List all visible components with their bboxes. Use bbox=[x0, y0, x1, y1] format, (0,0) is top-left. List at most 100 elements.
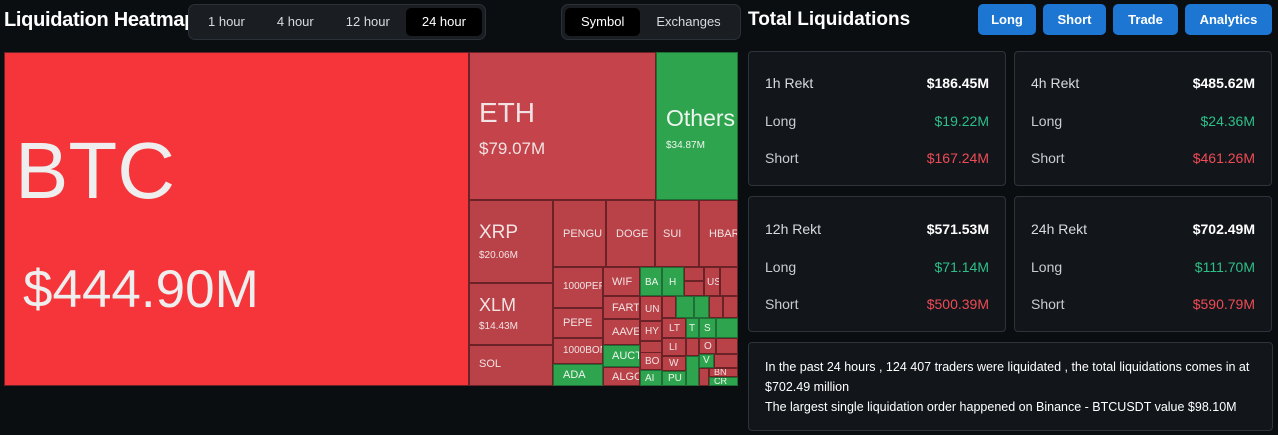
group-option-exchanges[interactable]: Exchanges bbox=[656, 14, 721, 29]
tile-wif[interactable]: WIF bbox=[603, 267, 640, 296]
tile-btc[interactable]: BTC $444.90M bbox=[4, 52, 469, 386]
trade-button[interactable]: Trade bbox=[1113, 4, 1178, 35]
tile-pengu[interactable]: PENGU bbox=[553, 200, 606, 267]
card-short-label: Short bbox=[1031, 296, 1065, 312]
tile-small-9[interactable] bbox=[723, 296, 738, 318]
tile-cr[interactable]: CR bbox=[709, 377, 738, 386]
tile-small-1[interactable] bbox=[684, 267, 704, 281]
tile-value: $79.07M bbox=[479, 139, 546, 158]
tile-t[interactable]: T bbox=[686, 318, 699, 338]
tile-symbol: XLM bbox=[479, 295, 517, 315]
tile-doge[interactable]: DOGE bbox=[606, 200, 655, 267]
tile-bn[interactable]: BN bbox=[709, 368, 738, 377]
tile-xlm[interactable]: XLM $14.43M bbox=[469, 283, 553, 345]
tile-small-12[interactable] bbox=[716, 338, 738, 354]
tile-small-15[interactable] bbox=[699, 368, 709, 386]
short-button[interactable]: Short bbox=[1043, 4, 1106, 35]
card-total-value: $571.53M bbox=[926, 221, 989, 237]
tile-symbol: ETH bbox=[479, 97, 535, 128]
tile-small-6[interactable] bbox=[676, 296, 694, 318]
tile-ba[interactable]: BA bbox=[640, 267, 662, 296]
tile-symbol: CR bbox=[714, 377, 727, 386]
tile-value: $14.43M bbox=[479, 321, 518, 332]
time-option-24h[interactable]: 24 hour bbox=[405, 8, 482, 36]
time-option-1h[interactable]: 1 hour bbox=[208, 14, 245, 29]
tile-small-8[interactable] bbox=[709, 296, 723, 318]
tile-v[interactable]: V bbox=[699, 354, 714, 368]
tile-symbol: LT bbox=[669, 323, 680, 334]
tile-xrp[interactable]: XRP $20.06M bbox=[469, 200, 553, 283]
card-short-value: $167.24M bbox=[926, 150, 989, 166]
total-liquidations-title: Total Liquidations bbox=[748, 9, 911, 30]
card-total-value: $485.62M bbox=[1192, 75, 1255, 91]
tile-w[interactable]: W bbox=[662, 356, 686, 371]
tile-eth[interactable]: ETH $79.07M bbox=[469, 52, 656, 200]
tile-auct[interactable]: AUCT bbox=[603, 345, 640, 367]
tile-others[interactable]: Others $34.87M bbox=[656, 52, 738, 200]
card-long-value: $71.14M bbox=[934, 259, 989, 275]
tile-symbol: PU bbox=[668, 373, 682, 384]
card-long-label: Long bbox=[1031, 259, 1063, 275]
tile-fart[interactable]: FART bbox=[603, 296, 640, 319]
tile-hy[interactable]: HY bbox=[640, 321, 662, 341]
tile-symbol: S bbox=[704, 323, 711, 334]
grouping-selector: Symbol Exchanges bbox=[561, 4, 741, 40]
liquidation-summary: In the past 24 hours , 124 407 traders w… bbox=[748, 342, 1273, 431]
tile-s[interactable]: S bbox=[699, 318, 716, 338]
tile-pepe[interactable]: PEPE bbox=[553, 308, 603, 338]
liquidation-heatmap: BTC $444.90M ETH $79.07M Others $34.87M … bbox=[4, 52, 738, 386]
tile-bo[interactable]: BO bbox=[640, 352, 662, 370]
card-long-label: Long bbox=[765, 259, 797, 275]
tile-small-13[interactable] bbox=[686, 356, 699, 386]
tile-symbol: AAVE bbox=[612, 326, 640, 338]
time-option-12h[interactable]: 12 hour bbox=[345, 14, 390, 29]
tile-o[interactable]: O bbox=[699, 338, 716, 354]
tile-li[interactable]: LI bbox=[662, 338, 686, 356]
tile-small-7[interactable] bbox=[694, 296, 709, 318]
tile-hbar[interactable]: HBAR bbox=[699, 200, 738, 267]
tile-un[interactable]: UN bbox=[640, 296, 662, 321]
long-button[interactable]: Long bbox=[978, 4, 1036, 35]
tile-small-2[interactable] bbox=[684, 281, 704, 296]
page-title: Liquidation Heatmap bbox=[4, 9, 197, 31]
tile-ada[interactable]: ADA bbox=[553, 364, 603, 386]
tile-h[interactable]: H bbox=[662, 267, 684, 296]
tile-pu[interactable]: PU bbox=[662, 371, 686, 386]
card-period-label: 24h Rekt bbox=[1031, 221, 1088, 237]
stat-card-4h: 4h Rekt $485.62M Long $24.36M Short $461.26… bbox=[1014, 51, 1272, 186]
tile-symbol: PENGU bbox=[563, 228, 603, 240]
tile-lt[interactable]: LT bbox=[662, 318, 686, 338]
card-short-value: $461.26M bbox=[1192, 150, 1255, 166]
stat-card-1h: 1h Rekt $186.45M Long $19.22M Short $167.24… bbox=[748, 51, 1006, 186]
tile-symbol: ALGO bbox=[612, 371, 640, 383]
tile-1000bonk[interactable]: 1000BONK bbox=[553, 338, 603, 364]
tile-small-14[interactable] bbox=[714, 354, 738, 368]
group-option-symbol[interactable]: Symbol bbox=[565, 8, 641, 36]
time-option-4h[interactable]: 4 hour bbox=[276, 14, 314, 29]
stat-card-12h: 12h Rekt $571.53M Long $71.14M Short $500.3… bbox=[748, 196, 1006, 332]
tile-value: $20.06M bbox=[479, 250, 518, 261]
tile-sui[interactable]: SUI bbox=[655, 200, 699, 267]
tile-small-11[interactable] bbox=[686, 338, 699, 356]
card-short-value: $590.79M bbox=[1192, 296, 1255, 312]
tile-symbol: AUCT bbox=[612, 350, 640, 362]
summary-traders-text: In the past 24 hours , 124 407 traders w… bbox=[765, 360, 1250, 394]
tile-small-3[interactable] bbox=[720, 267, 738, 296]
card-long-value: $24.36M bbox=[1200, 113, 1255, 129]
tile-aave[interactable]: AAVE bbox=[603, 319, 640, 345]
time-range-selector: 1 hour 4 hour 12 hour 24 hour bbox=[188, 4, 486, 40]
tile-small-10[interactable] bbox=[716, 318, 738, 338]
card-long-label: Long bbox=[1031, 113, 1063, 129]
card-short-value: $500.39M bbox=[926, 296, 989, 312]
card-short-label: Short bbox=[765, 150, 799, 166]
tile-ai[interactable]: AI bbox=[640, 370, 662, 386]
tile-small-5[interactable] bbox=[662, 296, 676, 318]
tile-algo[interactable]: ALGO bbox=[603, 367, 640, 386]
tile-symbol: SOL bbox=[479, 358, 502, 370]
tile-sol[interactable]: SOL bbox=[469, 345, 553, 386]
analytics-button[interactable]: Analytics bbox=[1185, 4, 1272, 35]
tile-us[interactable]: US bbox=[704, 267, 720, 296]
tile-symbol: FART bbox=[612, 302, 640, 314]
